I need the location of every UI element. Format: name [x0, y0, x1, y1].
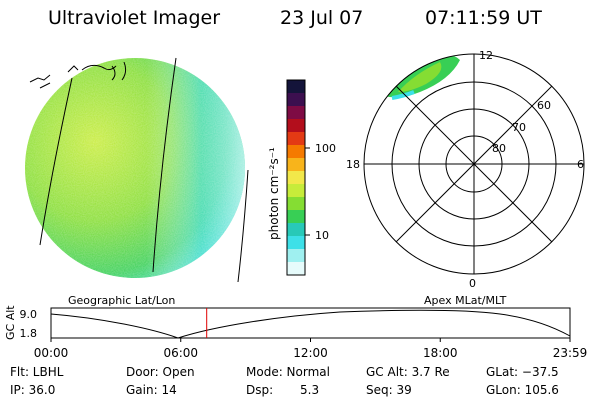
lat-label-60: 60	[537, 99, 551, 112]
earth-image	[25, 57, 249, 283]
colorbar-band	[287, 184, 305, 198]
colorbar-band	[287, 171, 305, 185]
gain-info: Gain: 14	[126, 383, 177, 397]
mlt-label-0: 0	[469, 277, 476, 290]
colorbar: 100 10 photon cm⁻²s⁻¹	[267, 79, 336, 276]
time-label: 07:11:59 UT	[425, 7, 542, 29]
ytick-1-8: 1.8	[20, 327, 38, 340]
colorbar-band	[287, 223, 305, 237]
colorbar-band	[287, 158, 305, 172]
coastline	[29, 61, 127, 89]
colorbar-band	[287, 262, 305, 276]
mlt-label-12: 12	[479, 49, 493, 62]
altitude-curve	[50, 309, 571, 339]
xtick-1200: 12:00	[293, 346, 328, 360]
colorbar-band	[287, 106, 305, 120]
xtick-1800: 18:00	[423, 346, 458, 360]
colorbar-label: photon cm⁻²s⁻¹	[267, 147, 281, 240]
lat-label-70: 70	[512, 121, 526, 134]
colorbar-band	[287, 132, 305, 146]
seq-info: Seq: 39	[366, 383, 412, 397]
right-panel-label: Apex MLat/MLT	[424, 294, 507, 307]
glon-info: GLon: 105.6	[486, 383, 559, 397]
colorbar-band	[287, 93, 305, 107]
glat-info: GLat: −37.5	[486, 365, 559, 379]
ip-info: IP: 36.0	[10, 383, 56, 397]
left-panel-label: Geographic Lat/Lon	[68, 294, 175, 307]
altitude-plot: 9.0 1.8 GC Alt 00:00 06:00 12:00 18:00 2…	[4, 305, 587, 360]
gc-alt-info: GC Alt: 3.7 Re	[366, 365, 450, 379]
filter-info: Flt: LBHL	[10, 365, 64, 379]
mode-info: Mode: Normal	[246, 365, 330, 379]
xtick-0000: 00:00	[34, 346, 69, 360]
colorbar-band	[287, 119, 305, 133]
dsp-value: 5.3	[300, 383, 320, 397]
colorbar-band	[287, 197, 305, 211]
mlt-label-6: 6	[577, 158, 584, 171]
colorbar-band	[287, 249, 305, 263]
date-label: 23 Jul 07	[280, 7, 364, 29]
instrument-title: Ultraviolet Imager	[48, 7, 221, 29]
colorbar-band	[287, 80, 305, 94]
colorbar-band	[287, 236, 305, 250]
lat-label-80: 80	[492, 142, 506, 155]
polar-plot: 12 6 0 18 60 70 80	[346, 49, 585, 290]
door-info: Door: Open	[126, 365, 195, 379]
colorbar-band	[287, 145, 305, 159]
xtick-0600: 06:00	[163, 346, 198, 360]
colorbar-tick-10: 10	[315, 229, 329, 242]
mlt-label-18: 18	[346, 158, 360, 171]
ytick-9: 9.0	[20, 308, 38, 321]
meridian-lines	[39, 57, 249, 283]
dsp-label: Dsp:	[246, 383, 274, 397]
colorbar-band	[287, 210, 305, 224]
xtick-2359: 23:59	[553, 346, 588, 360]
colorbar-tick-100: 100	[315, 142, 336, 155]
altitude-ylabel: GC Alt	[4, 305, 17, 340]
